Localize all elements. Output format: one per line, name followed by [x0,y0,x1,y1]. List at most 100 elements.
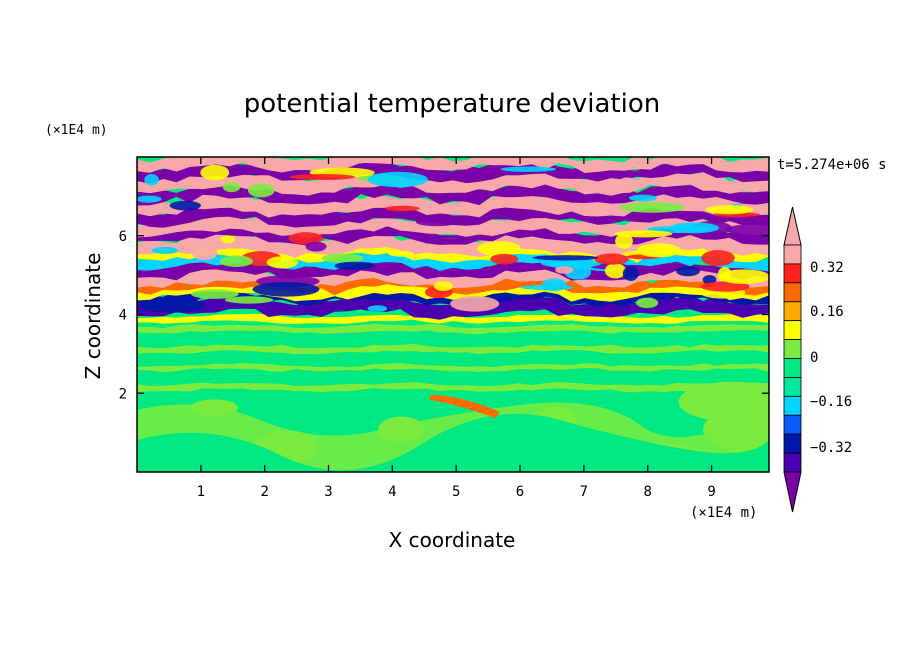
field-patch [367,171,428,188]
colorbar-box [783,301,802,322]
field-patch [476,241,522,256]
colorbar-tick-label: −0.16 [810,394,852,410]
colorbar-arrow-top [783,206,802,246]
field-patch [525,158,578,164]
x-tick-label: 7 [580,484,588,500]
y-axis-label: Z coordinate [81,253,105,380]
field-red-streak [430,395,500,418]
x-tick-label: 9 [707,484,715,500]
colorbar-box [783,377,802,397]
chart-title: potential temperature deviation [244,89,660,119]
field-patch [169,200,201,211]
field-patch [635,297,659,309]
field-patch [247,183,275,198]
y-axis: 2 4 6 [119,229,769,402]
y-unit-label: (×1E4 m) [45,123,108,138]
x-tick-label: 3 [324,484,332,500]
field-patch [636,243,681,258]
field-patch [222,182,241,193]
x-tick-label: 1 [197,484,205,500]
colorbar-box [783,263,802,284]
field-patch [701,250,735,266]
field-mid-band [137,363,769,373]
field-upper-band [137,192,769,218]
colorbar-tick-label: −0.32 [810,440,852,456]
x-unit-label: (×1E4 m) [690,505,757,521]
colorbar-box [783,395,802,416]
field-patch [289,173,355,181]
field-upper-band [137,157,769,173]
colorbar-box [783,358,802,378]
colorbar-arrow-bottom [783,471,802,513]
field-patch [266,256,299,269]
field-patch [614,230,673,238]
field-patch [702,274,717,285]
field-patch [520,284,574,291]
colorbar-tick-label: 0.32 [810,260,844,276]
field-patch [604,263,627,279]
field-upper-band [137,214,769,238]
field-patch [532,255,599,261]
field-layers [137,157,769,472]
field-patch [725,223,769,236]
field-patch [540,258,602,268]
field-patch [139,298,205,313]
field-patch [288,232,324,245]
plot-area [137,157,769,472]
field-patch [384,205,420,212]
field-mid-band [137,382,769,393]
field-patch [555,266,574,274]
field-patch [144,174,159,186]
field-patch [334,261,375,271]
field-patch [137,195,162,203]
colorbar-box [783,244,802,265]
field-patch [718,269,769,284]
x-tick-label: 8 [643,484,651,500]
field-patch [433,281,453,291]
x-axis: 1 2 3 4 5 6 7 8 9 [197,157,716,500]
field-patch [151,246,179,254]
colorbar-box [783,433,802,454]
field-mid-band [137,374,769,382]
field-patch [321,253,364,263]
field-patch [190,289,239,299]
field-mid-band [137,343,769,355]
field-upper-band [137,170,769,196]
field-patch [676,266,700,277]
field-patch [191,245,218,261]
field-patch [415,218,458,227]
colorbar-box [783,339,802,359]
field-patch [224,296,274,304]
field-patch [450,295,500,312]
time-label: t=5.274e+06 s [777,157,887,173]
field-mid-band [137,335,769,346]
colorbar-tick-label: 0 [810,350,818,366]
field-patch [220,235,236,244]
field-upper-band [137,182,769,206]
x-tick-label: 4 [388,484,396,500]
colorbar-box [783,282,802,303]
field-lower-cyan [137,413,769,472]
field-patch [367,305,388,312]
field-patch [200,164,230,181]
field-patch [616,177,637,194]
field-upper-band [137,204,769,228]
field-patch [388,250,414,257]
x-tick-label: 5 [452,484,460,500]
x-axis-label: X coordinate [389,528,516,552]
colorbar: 0.32 0.16 0 −0.16 −0.32 [783,206,852,513]
field-patch [490,253,519,265]
y-tick-label: 6 [119,229,127,245]
field-upper-band [137,232,769,258]
x-tick-label: 2 [260,484,268,500]
colorbar-box [783,414,802,435]
field-upper-band [137,287,769,308]
field-patch [628,194,658,202]
field-patch [705,205,754,215]
y-tick-label: 2 [119,386,127,402]
colorbar-box [783,320,802,340]
field-patch [669,222,719,234]
colorbar-box [783,452,802,473]
y-tick-label: 4 [119,308,127,324]
